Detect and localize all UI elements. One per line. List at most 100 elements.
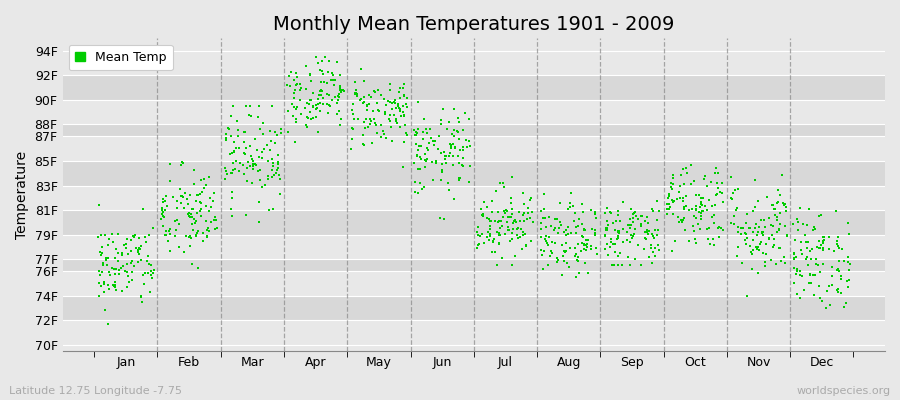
Point	[105, 231, 120, 238]
Point	[325, 70, 339, 77]
Point	[172, 221, 186, 227]
Point	[174, 162, 188, 168]
Point	[506, 226, 520, 232]
Point	[731, 186, 745, 192]
Point	[488, 218, 502, 224]
Point	[109, 246, 123, 252]
Point	[347, 90, 362, 96]
Point	[184, 205, 199, 212]
Point	[611, 233, 625, 240]
Point	[378, 109, 392, 115]
Point	[759, 251, 773, 258]
Point	[770, 200, 784, 206]
Point	[326, 71, 340, 78]
Point	[762, 215, 777, 222]
Point	[225, 189, 239, 196]
Point	[94, 283, 108, 290]
Point	[446, 141, 460, 147]
Point	[577, 241, 591, 248]
Point	[434, 121, 448, 128]
Point	[244, 113, 258, 119]
Point	[606, 241, 620, 247]
Point	[815, 234, 830, 241]
Point	[624, 232, 638, 239]
Point	[332, 84, 347, 90]
Point	[670, 196, 685, 202]
Point	[186, 227, 201, 234]
Point	[101, 242, 115, 248]
Point	[184, 221, 199, 227]
Point	[578, 227, 592, 233]
Point	[428, 160, 443, 166]
Point	[480, 214, 494, 221]
Point	[419, 156, 434, 163]
Point	[252, 199, 266, 205]
Point	[392, 103, 406, 110]
Bar	[62, 259, 885, 272]
Point	[356, 100, 371, 106]
Point	[794, 247, 808, 254]
Point	[580, 246, 594, 253]
Point	[369, 122, 383, 128]
Point	[588, 210, 602, 217]
Point	[730, 204, 744, 211]
Point	[156, 198, 170, 205]
Point	[218, 165, 232, 171]
Point	[771, 227, 786, 233]
Point	[290, 104, 304, 111]
Point	[561, 206, 575, 213]
Point	[706, 236, 720, 242]
Point	[219, 137, 233, 144]
Point	[316, 71, 330, 77]
Point	[813, 244, 827, 251]
Point	[772, 226, 787, 232]
Point	[650, 198, 664, 204]
Point	[661, 205, 675, 212]
Point	[500, 208, 515, 214]
Point	[204, 218, 219, 225]
Point	[126, 234, 140, 240]
Point	[621, 254, 635, 260]
Point	[644, 259, 659, 266]
Point	[194, 177, 209, 183]
Point	[441, 180, 455, 187]
Point	[291, 73, 305, 80]
Point	[268, 170, 283, 176]
Point	[638, 229, 652, 236]
Point	[665, 172, 680, 178]
Point	[526, 219, 540, 225]
Point	[559, 248, 573, 255]
Point	[759, 263, 773, 270]
Point	[419, 144, 434, 151]
Point	[191, 228, 205, 234]
Point	[471, 232, 485, 238]
Point	[688, 206, 703, 213]
Point	[321, 110, 336, 117]
Point	[600, 241, 615, 247]
Point	[118, 245, 132, 251]
Point	[413, 166, 428, 172]
Point	[666, 181, 680, 187]
Point	[637, 229, 652, 235]
Point	[787, 250, 801, 256]
Point	[407, 159, 421, 166]
Point	[501, 227, 516, 233]
Point	[377, 130, 392, 137]
Point	[812, 238, 826, 244]
Point	[604, 239, 618, 246]
Point	[124, 248, 139, 254]
Point	[356, 118, 371, 125]
Point	[599, 218, 614, 224]
Point	[809, 256, 824, 262]
Point	[620, 237, 634, 243]
Point	[331, 97, 346, 103]
Point	[256, 131, 270, 137]
Point	[409, 132, 423, 138]
Point	[100, 262, 114, 268]
Point	[714, 225, 728, 231]
Point	[623, 221, 637, 228]
Point	[163, 178, 177, 184]
Point	[800, 244, 814, 251]
Point	[732, 224, 746, 230]
Point	[178, 190, 193, 196]
